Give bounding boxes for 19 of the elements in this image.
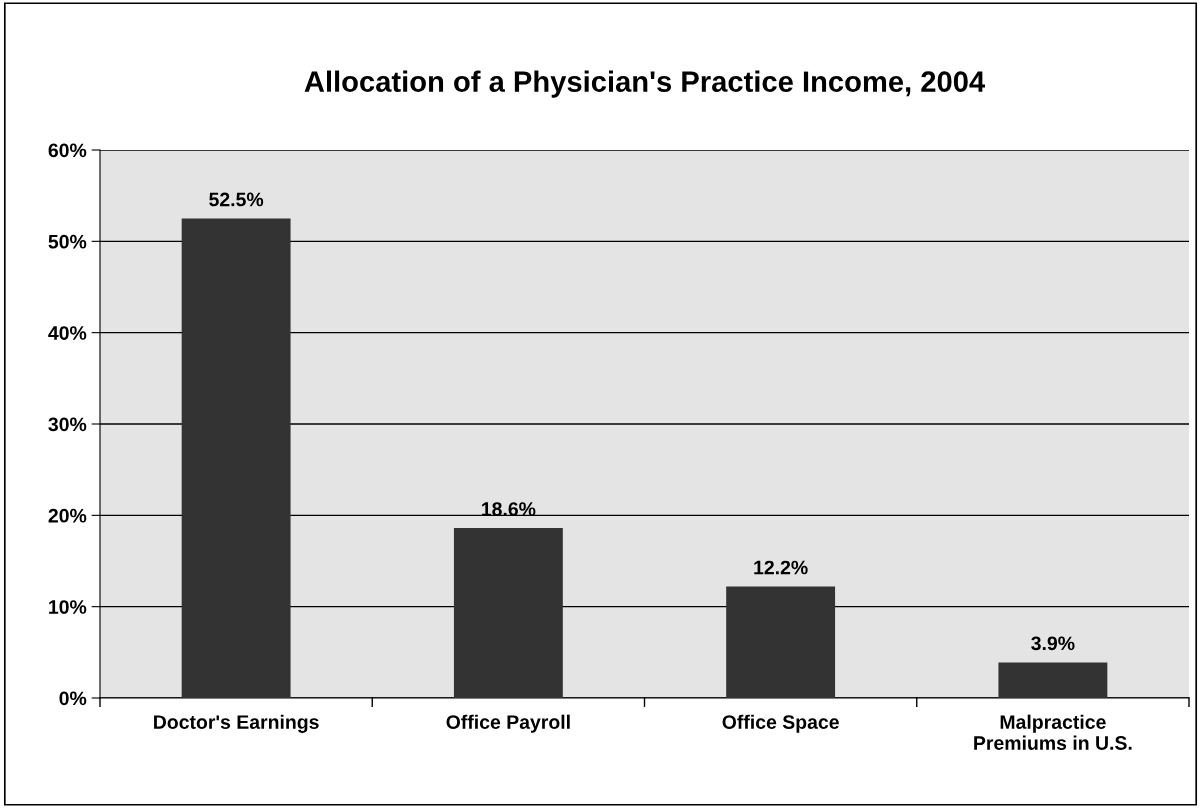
y-tick-label: 20%	[48, 508, 87, 523]
y-tick-label: 60%	[48, 143, 87, 158]
x-tick-label: Doctor's Earnings	[154, 714, 319, 733]
bar	[726, 586, 836, 698]
y-tick-label: 40%	[48, 326, 87, 340]
y-tick-label: 10%	[49, 600, 87, 614]
bar	[998, 662, 1108, 698]
bar	[453, 528, 563, 698]
data-label: 3.9%	[1031, 636, 1075, 651]
data-label: 12.2%	[754, 560, 808, 575]
x-tick-label: Office Space	[722, 714, 839, 733]
chart-title: Allocation of a Physician's Practice Income, 2004	[304, 70, 986, 98]
y-tick-label: 30%	[48, 417, 87, 432]
data-label: 52.5%	[209, 192, 264, 207]
x-tick-label: Malpractice Premiums in U.S.	[974, 714, 1132, 750]
y-tick-label: 50%	[48, 234, 87, 249]
x-tick-label: Office Payroll	[446, 714, 570, 733]
bar	[181, 218, 291, 698]
y-tick-label: 0%	[59, 691, 87, 706]
